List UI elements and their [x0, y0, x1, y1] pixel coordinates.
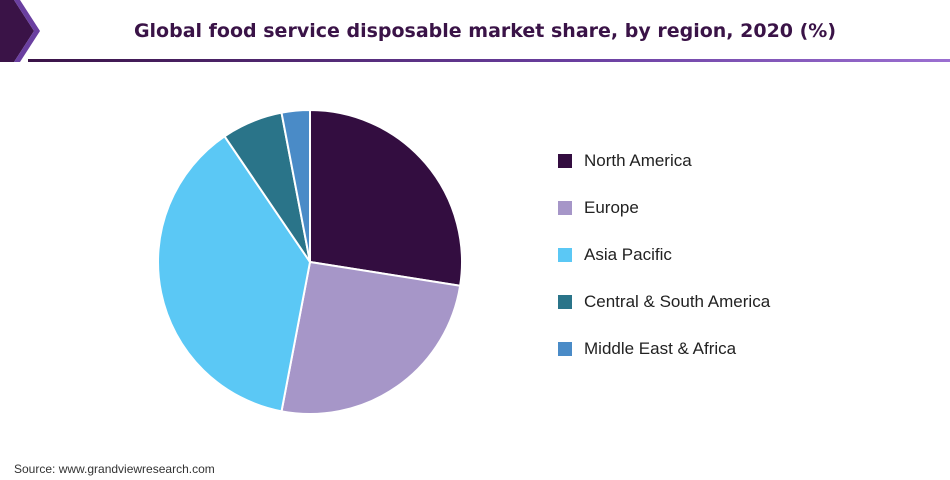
title-divider: [28, 59, 950, 62]
pie-slice-middle-east-africa: [280, 108, 311, 263]
source-note: Source: www.grandviewresearch.com: [14, 462, 215, 476]
pie-slice-north-america: [309, 108, 463, 287]
legend-label: Asia Pacific: [584, 245, 672, 264]
legend-swatch: [558, 342, 572, 356]
pie-slice-europe: [280, 260, 462, 415]
legend-item: Asia Pacific: [558, 244, 770, 266]
chart-legend: North America Europe Asia Pacific Central &…: [558, 150, 770, 385]
pie-slice-asia-pacific: [157, 134, 312, 413]
legend-item: Central & South America: [558, 291, 770, 313]
legend-label: Middle East & Africa: [584, 339, 737, 358]
legend-swatch: [558, 201, 572, 215]
chart-title: Global food service disposable market sh…: [133, 20, 837, 42]
legend-label: Europe: [584, 198, 639, 217]
legend-swatch: [558, 295, 572, 309]
legend-item: North America: [558, 150, 770, 172]
chart-header: Global food service disposable market sh…: [0, 0, 950, 62]
pie-chart: [140, 92, 480, 432]
legend-item: Europe: [558, 197, 770, 219]
legend-swatch: [558, 248, 572, 262]
legend-swatch: [558, 154, 572, 168]
legend-label: Central & South America: [584, 292, 771, 311]
corner-accent-icon: [0, 0, 40, 62]
legend-item: Middle East & Africa: [558, 338, 770, 360]
pie-svg: [157, 108, 463, 415]
legend-label: North America: [584, 151, 692, 170]
